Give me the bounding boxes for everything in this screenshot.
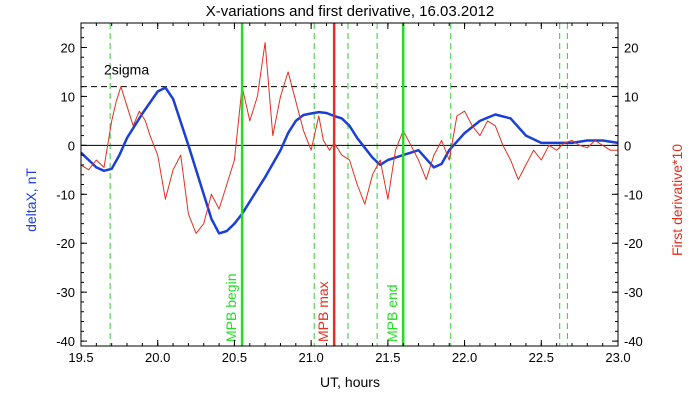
y-tick-label-right: 0 [624, 138, 631, 153]
y-tick-label-left: -10 [56, 187, 75, 202]
x-tick-label: 22.5 [529, 350, 554, 365]
y-tick-label-right: -20 [624, 236, 643, 251]
marker-label-2: MPB end [384, 284, 400, 342]
y-tick-label-left: 20 [61, 40, 75, 55]
y-tick-label-left: -40 [56, 334, 75, 349]
x-axis-label: UT, hours [320, 374, 380, 390]
y-tick-label-right: -30 [624, 285, 643, 300]
y-tick-label-right: -40 [624, 334, 643, 349]
y-axis-label-left: deltaX, nT [23, 168, 39, 232]
x-tick-label: 20.0 [145, 350, 170, 365]
series-deltaX-line [80, 86, 619, 235]
plot-frame [80, 22, 619, 347]
y-tick-label-left: 10 [61, 89, 75, 104]
chart-title: X-variations and first derivative, 16.03… [206, 3, 495, 20]
y-tick-label-left: 0 [68, 138, 75, 153]
x-tick-label: 19.5 [68, 350, 93, 365]
y-tick-label-right: 20 [624, 40, 638, 55]
x-tick-label: 21.5 [375, 350, 400, 365]
y-tick-label-right: 10 [624, 89, 638, 104]
y-tick-label-right: -10 [624, 187, 643, 202]
y-tick-label-left: -20 [56, 236, 75, 251]
threshold-label: 2sigma [104, 62, 149, 78]
x-tick-label: 20.5 [222, 350, 247, 365]
x-tick-label: 23.0 [605, 350, 630, 365]
marker-label-0: MPB begin [223, 274, 239, 342]
series-derivative-line [80, 42, 618, 234]
marker-label-1: MPB max [315, 281, 331, 342]
x-tick-label: 22.0 [452, 350, 477, 365]
x-tick-label: 21.0 [298, 350, 323, 365]
y-axis-label-right: First derivative*10 [669, 144, 685, 256]
y-tick-label-left: -30 [56, 285, 75, 300]
plot-area: 2sigma MPB begin MPB max MPB end [80, 23, 619, 346]
